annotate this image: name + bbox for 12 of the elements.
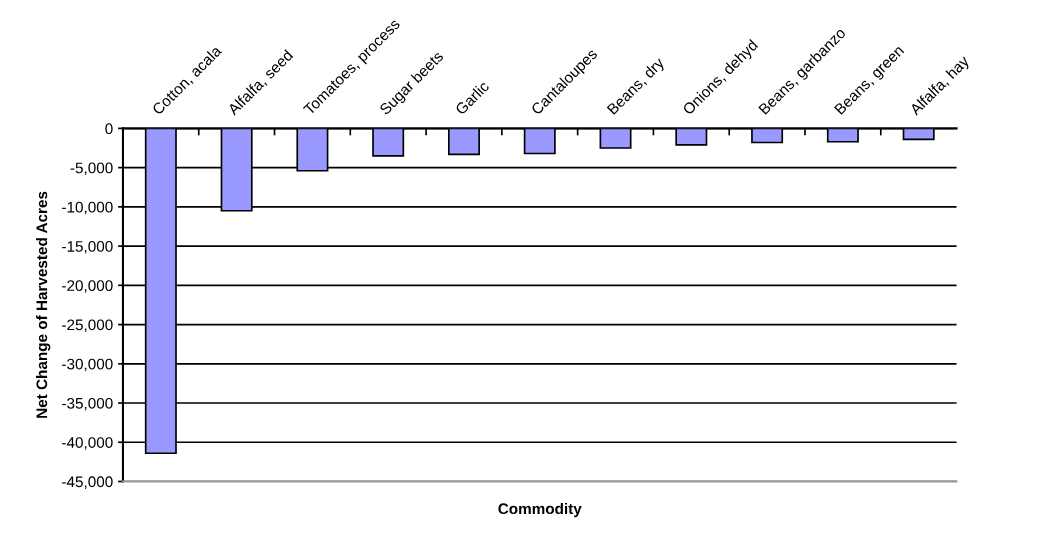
y-tick-label: -40,000 <box>62 437 113 450</box>
y-tick-label: -30,000 <box>62 358 113 372</box>
y-tick-label: -20,000 <box>62 280 113 293</box>
y-tick-label: -5,000 <box>70 162 113 176</box>
y-tick-label: -45,000 <box>62 476 113 489</box>
y-tick-label: -15,000 <box>62 240 113 254</box>
y-tick-label: -10,000 <box>62 201 113 215</box>
y-tick-label: 0 <box>105 123 113 135</box>
y-tick-label: -35,000 <box>62 397 113 411</box>
y-axis-title: Net Change of Harvested Acres <box>36 191 51 418</box>
y-tick-label: -25,000 <box>62 319 113 333</box>
x-axis-title: Commodity <box>498 502 582 518</box>
